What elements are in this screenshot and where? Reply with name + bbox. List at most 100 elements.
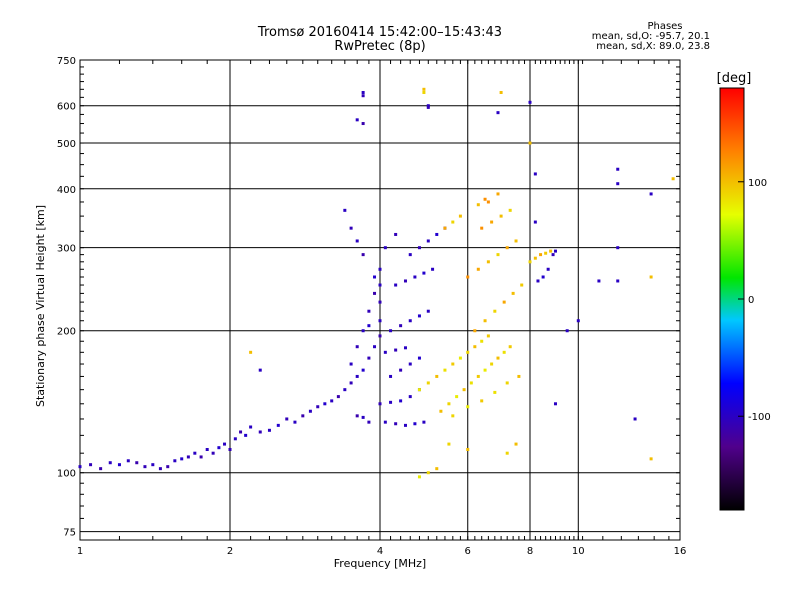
y-tick-label: 750 [57,56,76,67]
data-point [451,220,455,224]
y-tick-label: 75 [63,528,76,539]
data-point [576,319,580,323]
data-point [223,442,227,446]
data-point [462,388,466,392]
data-point [378,283,382,287]
data-point [541,275,545,279]
data-point [466,447,470,451]
colorbar-tick-label: -100 [748,412,771,423]
data-point [367,324,371,328]
data-point [422,90,426,94]
data-point [151,463,155,467]
data-point [258,368,262,372]
data-point [483,368,487,372]
data-point [447,402,451,406]
data-point [505,381,509,385]
data-point [490,362,494,366]
data-point [343,208,347,212]
data-point [394,283,398,287]
chart-title: Tromsø 20160414 15:42:00–15:43:43 [257,25,503,40]
colorbar: 100 0 -100 [719,87,771,511]
colorbar-label: [deg] [717,71,752,86]
data-point [355,374,359,378]
data-point [496,192,500,196]
data-point [239,430,243,434]
x-tick-label: 8 [527,546,533,557]
data-point [533,172,537,176]
data-point [473,329,477,333]
data-point [426,471,430,475]
data-point [143,465,147,469]
data-point [483,319,487,323]
data-point [417,246,421,250]
data-point [616,246,620,250]
data-point [316,405,320,409]
data-point [383,420,387,424]
data-point [408,395,412,399]
data-point [244,433,248,437]
chart-title-block: Tromsø 20160414 15:42:00–15:43:43 RwPret… [180,26,580,54]
data-point [422,271,426,275]
data-point [431,267,435,271]
data-point [249,425,253,429]
data-point [78,465,82,469]
data-point [389,374,393,378]
data-point [553,249,557,253]
data-point [476,267,480,271]
data-point [399,324,403,328]
data-point [389,329,393,333]
data-point [417,356,421,360]
data-point [367,420,371,424]
data-point [486,334,490,338]
x-axis-ticks: 1 2 4 6 8 10 16 [77,60,687,557]
data-point [336,395,340,399]
x-tick-label: 1 [77,546,83,557]
data-point [378,267,382,271]
data-point [355,414,359,418]
data-point [99,467,103,471]
phase-stats: Phases mean, sd,O: -95.7, 20.1 mean, sd,… [590,22,710,52]
data-point [267,428,271,432]
data-point [355,239,359,243]
data-point [458,214,462,218]
data-point [349,226,353,230]
x-tick-label: 16 [674,546,687,557]
data-point [308,409,312,413]
data-point [451,414,455,418]
data-point [378,334,382,338]
data-point [539,253,543,257]
data-point [323,402,327,406]
data-point [480,339,484,343]
y-axis-ticks: 75 100 200 300 400 500 600 750 [57,56,680,539]
data-point [505,246,509,250]
data-point [597,279,601,283]
data-point [378,402,382,406]
data-point [565,329,569,333]
data-point [383,350,387,354]
data-point [228,447,232,451]
data-point [633,417,637,421]
data-point [435,374,439,378]
data-point [549,249,553,253]
grid-lines [79,59,681,540]
data-point [285,417,289,421]
data-point [361,94,365,98]
x-tick-label: 6 [465,546,471,557]
data-point [451,362,455,366]
data-point [483,197,487,201]
stats-heading: Phases [647,21,683,32]
data-point [422,87,426,91]
data-point [378,319,382,323]
data-point [158,467,162,471]
data-point [403,423,407,427]
data-point [126,459,130,463]
data-point [493,309,497,313]
data-point [361,415,365,419]
data-point [528,100,532,104]
data-point [373,291,377,295]
data-point [458,356,462,360]
data-point [533,220,537,224]
data-point [496,111,500,115]
data-point [508,345,512,349]
data-point [439,409,443,413]
